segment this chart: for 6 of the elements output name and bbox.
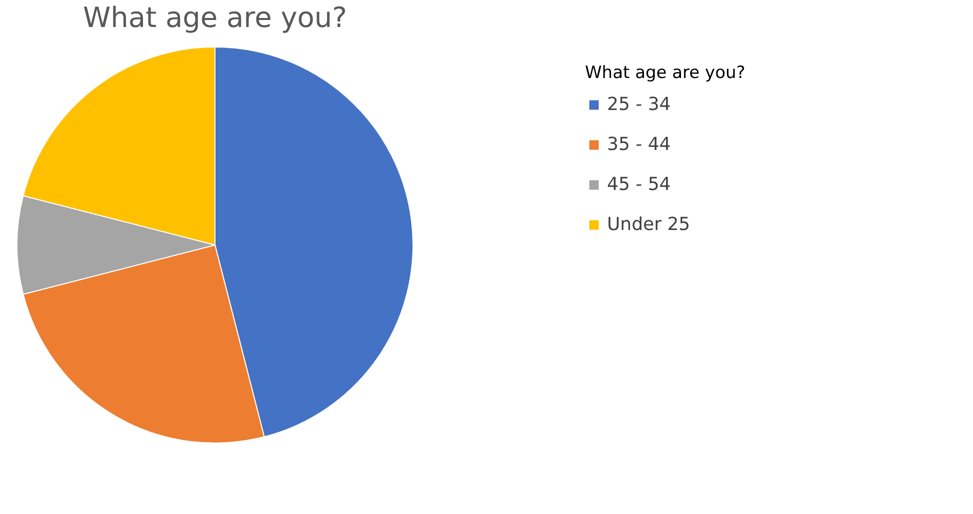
legend-label: 35 - 44 (607, 134, 671, 155)
legend-label: 45 - 54 (607, 174, 671, 195)
chart-title: What age are you? (82, 1, 348, 34)
legend-title: What age are you? (585, 63, 746, 83)
legend-label: 25 - 34 (607, 94, 671, 115)
legend-label: Under 25 (607, 214, 690, 235)
